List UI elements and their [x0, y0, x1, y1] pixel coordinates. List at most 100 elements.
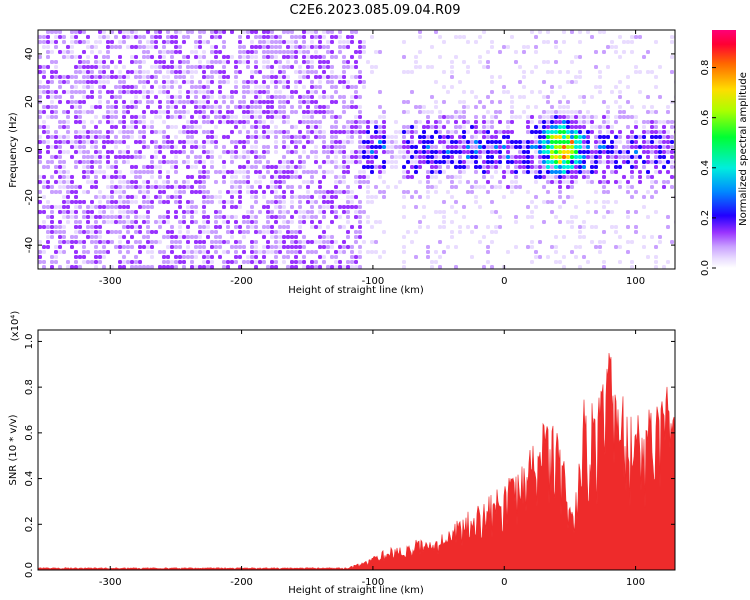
spectrogram-cell: [54, 240, 58, 244]
spectrogram-cell: [314, 120, 318, 124]
spectrogram-cell: [574, 205, 578, 209]
spectrogram-cell: [174, 255, 178, 259]
spectrogram-cell: [142, 115, 146, 119]
spectrogram-cell: [82, 85, 86, 89]
spectrogram-cell: [386, 110, 390, 114]
spectrogram-cell: [646, 140, 650, 144]
spectrogram-cell: [250, 190, 254, 194]
spectrogram-cell: [338, 195, 342, 199]
spectrogram-cell: [478, 60, 482, 64]
spectrogram-cell: [602, 145, 606, 149]
spectrogram-cell: [238, 255, 242, 259]
spectrogram-cell: [350, 145, 354, 149]
spectrogram-cell: [570, 155, 574, 159]
spectrogram-cell: [314, 110, 318, 114]
spectrogram-cell: [198, 175, 202, 179]
spectrogram-cell: [362, 50, 366, 54]
spectrogram-cell: [602, 265, 606, 269]
spectrogram-cell: [234, 245, 238, 249]
spectrogram-cell: [598, 70, 602, 74]
spectrogram-cell: [110, 105, 114, 109]
spectrogram-cell: [74, 65, 78, 69]
spectrogram-cell: [478, 185, 482, 189]
spectrogram-cell: [66, 150, 70, 154]
spectrogram-cell: [514, 185, 518, 189]
spectrogram-cell: [194, 205, 198, 209]
spectrogram-cell: [86, 220, 90, 224]
spectrogram-cell: [382, 140, 386, 144]
spectrogram-cell: [442, 210, 446, 214]
spectrogram-cell: [310, 125, 314, 129]
spectrogram-cell: [278, 180, 282, 184]
spectrogram-cell: [202, 70, 206, 74]
spectrogram-cell: [166, 155, 170, 159]
spectrogram-cell: [218, 70, 222, 74]
spectrogram-cell: [50, 160, 54, 164]
spectrogram-cell: [318, 65, 322, 69]
spectrogram-cell: [354, 180, 358, 184]
spectrogram-cell: [182, 180, 186, 184]
spectrogram-cell: [86, 260, 90, 264]
spectrogram-cell: [358, 235, 362, 239]
spectrogram-cell: [226, 210, 230, 214]
spectrogram-cell: [606, 135, 610, 139]
spectrogram-cell: [578, 120, 582, 124]
spectrogram-cell: [450, 130, 454, 134]
spectrogram-cell: [50, 70, 54, 74]
spectrogram-cell: [82, 50, 86, 54]
spectrogram-cell: [166, 90, 170, 94]
spectrogram-cell: [286, 115, 290, 119]
spectrogram-cell: [602, 120, 606, 124]
spectrogram-cell: [54, 105, 58, 109]
spectrogram-cell: [314, 50, 318, 54]
spectrogram-cell: [110, 40, 114, 44]
spectrogram-cell: [202, 50, 206, 54]
spectrogram-cell: [142, 245, 146, 249]
spectrogram-cell: [282, 135, 286, 139]
spectrogram-cell: [410, 135, 414, 139]
spectrogram-cell: [490, 240, 494, 244]
spectrogram-cell: [450, 135, 454, 139]
spectrogram-cell: [90, 75, 94, 79]
spectrogram-cell: [346, 215, 350, 219]
spectrogram-cell: [566, 185, 570, 189]
spectrogram-cell: [570, 185, 574, 189]
spectrogram-cell: [130, 55, 134, 59]
spectrogram-cell: [274, 50, 278, 54]
spectrogram-cell: [454, 110, 458, 114]
spectrogram-cell: [670, 160, 674, 164]
spectrogram-cell: [130, 60, 134, 64]
spectrogram-cell: [46, 165, 50, 169]
spectrogram-cell: [522, 70, 526, 74]
spectrogram-cell: [50, 45, 54, 49]
spectrogram-cell: [122, 260, 126, 264]
spectrogram-cell: [670, 40, 674, 44]
spectrogram-cell: [118, 115, 122, 119]
spectrogram-cell: [614, 245, 618, 249]
spectrogram-cell: [150, 175, 154, 179]
spectrogram-cell: [230, 245, 234, 249]
spectrogram-cell: [510, 160, 514, 164]
spectrogram-cell: [402, 150, 406, 154]
spectrogram-cell: [222, 170, 226, 174]
spectrogram-cell: [138, 60, 142, 64]
spectrogram-cell: [70, 215, 74, 219]
spectrogram-cell: [258, 170, 262, 174]
spectrogram-cell: [46, 185, 50, 189]
spectrogram-cell: [254, 90, 258, 94]
spectrogram-cell: [242, 170, 246, 174]
spectrogram-cell: [582, 170, 586, 174]
spectrogram-cell: [642, 195, 646, 199]
spectrogram-cell: [298, 225, 302, 229]
spectrogram-cell: [134, 230, 138, 234]
spectrogram-cell: [130, 70, 134, 74]
spectrogram-cell: [262, 125, 266, 129]
spectrogram-cell: [618, 180, 622, 184]
spectrogram-cell: [86, 200, 90, 204]
spectrogram-cell: [654, 180, 658, 184]
spectrogram-cell: [266, 145, 270, 149]
spectrogram-cell: [474, 200, 478, 204]
spectrogram-cell: [614, 170, 618, 174]
spectrogram-cell: [602, 240, 606, 244]
spectrogram-cell: [174, 50, 178, 54]
